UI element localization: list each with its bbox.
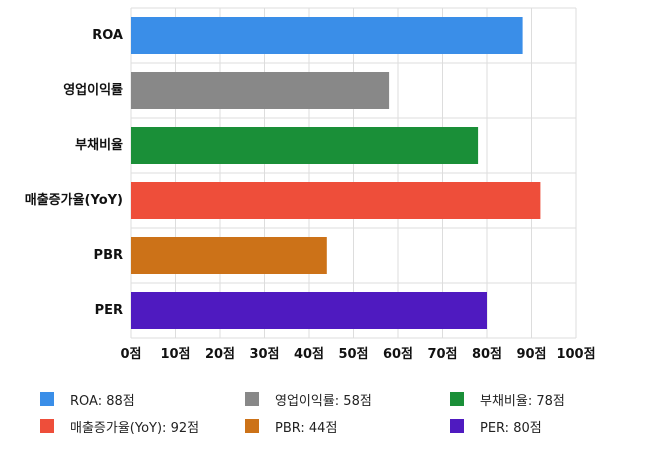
category-label: 부채비율 [75,137,123,153]
x-tick-label: 90점 [516,347,546,362]
bars [131,17,541,329]
legend-item: 매출증가율(YoY): 92점 [40,415,199,437]
legend-item: 부채비율: 78점 [450,388,565,410]
x-tick-label: 70점 [427,347,457,362]
legend-item: 영업이익률: 58점 [245,388,372,410]
x-tick-label: 100점 [556,347,595,362]
x-tick-label: 30점 [249,347,279,362]
category-label: 매출증가율(YoY) [25,192,123,208]
legend-swatch [450,419,464,433]
bar [131,72,390,109]
grid-lines [130,7,577,339]
bar [131,237,327,274]
legend-swatch [450,392,464,406]
x-tick-labels: 0점 10점 20점 30점 40점 50점 60점 70점 80점 90점 100점 [120,347,595,362]
x-tick-label: 50점 [338,347,368,362]
legend-label: 매출증가율(YoY): 92점 [70,420,200,436]
category-label: ROA [92,28,123,43]
bar [131,182,541,219]
legend-swatch [245,392,259,406]
legend-swatch [40,419,54,433]
legend-item: PBR: 44점 [245,415,337,437]
legend-swatch [40,392,54,406]
x-tick-label: 40점 [294,347,324,362]
legend-label: 부채비율: 78점 [480,393,565,409]
legend-label: ROA: 88점 [70,393,135,409]
category-label: PER [95,303,123,318]
legend-item: PER: 80점 [450,415,542,437]
x-tick-label: 80점 [472,347,502,362]
x-tick-label: 0점 [120,347,141,362]
bar [131,127,479,164]
x-tick-label: 20점 [205,347,235,362]
legend-label: PER: 80점 [480,420,542,436]
bar [131,292,487,329]
category-label: 영업이익률 [63,82,123,98]
bar [131,17,523,54]
legend-item: ROA: 88점 [40,388,135,410]
legend-label: PBR: 44점 [275,420,338,436]
legend-label: 영업이익률: 58점 [275,393,372,409]
legend-swatch [245,419,259,433]
x-tick-label: 10점 [160,347,190,362]
category-label: PBR [94,248,123,263]
x-tick-label: 60점 [383,347,413,362]
